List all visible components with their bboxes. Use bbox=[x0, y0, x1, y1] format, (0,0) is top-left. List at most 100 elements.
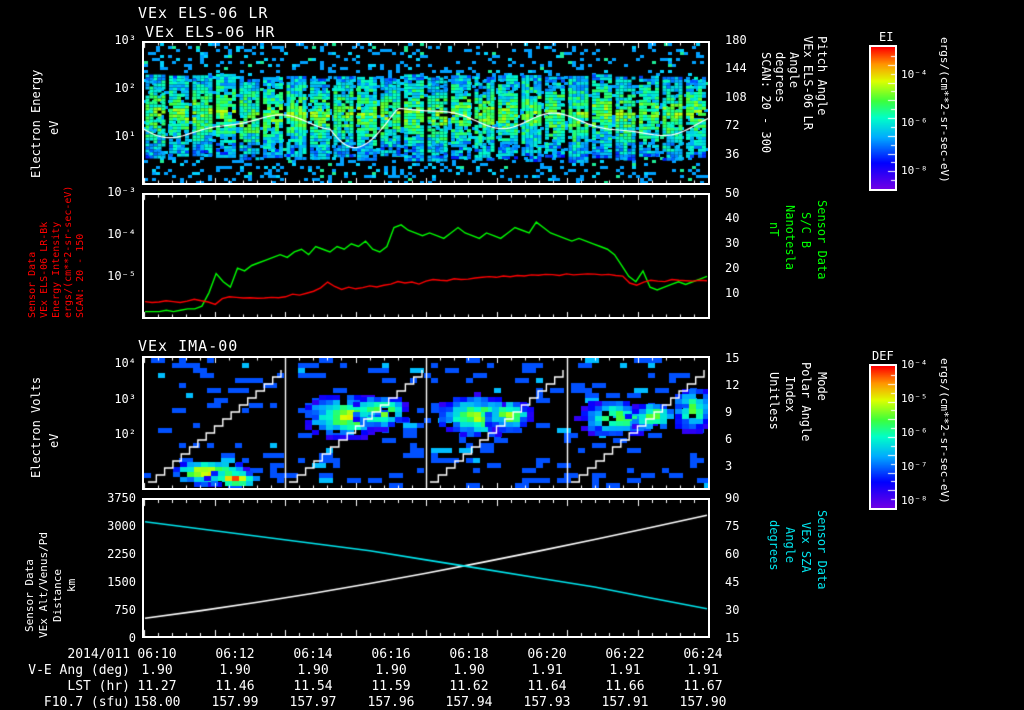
bottom-ve-ang-5: 1.91 bbox=[531, 663, 563, 678]
panel1-rytick-1: 144 bbox=[725, 61, 747, 75]
panel4-right-axis-label-2: Angle bbox=[783, 527, 797, 564]
bottom-f107-3: 157.96 bbox=[367, 695, 415, 710]
panel4-left-axis-label-1: VEx Alt/Venus/Pd bbox=[37, 532, 50, 638]
electron-energy-spectrogram[interactable] bbox=[144, 43, 708, 183]
colorbar2-title: DEF bbox=[872, 349, 894, 363]
panel4-ytick-5: 0 bbox=[128, 631, 136, 645]
colorbar1-tick-1: 10⁻⁶ bbox=[901, 116, 928, 129]
panel3-plot-frame[interactable] bbox=[142, 356, 710, 490]
panel4-left-axis-label-0: Sensor Data bbox=[23, 559, 36, 632]
bottom-row-label-0: 2014/011 bbox=[67, 647, 130, 662]
panel4-rytick-3: 45 bbox=[725, 575, 740, 589]
panel2-rytick-1: 40 bbox=[725, 211, 740, 225]
panel4-right-axis-label-3: degrees bbox=[767, 520, 781, 571]
bottom-ve-ang-7: 1.91 bbox=[687, 663, 719, 678]
panel4-rytick-4: 30 bbox=[725, 603, 740, 617]
colorbar2-tick-1: 10⁻⁵ bbox=[901, 392, 928, 405]
colorbar1-title: EI bbox=[879, 30, 894, 44]
bottom-ve-ang-1: 1.90 bbox=[219, 663, 251, 678]
colorbar2-tick-4: 10⁻⁸ bbox=[901, 494, 928, 507]
panel2-right-axis-label-1: S/C B bbox=[799, 212, 813, 249]
panel2-ytick-2: 10⁻⁵ bbox=[107, 269, 136, 283]
bottom-lst-5: 11.64 bbox=[527, 679, 567, 694]
altitude-and-sza[interactable] bbox=[144, 500, 708, 636]
bottom-row-label-2: LST (hr) bbox=[67, 679, 130, 694]
panel4-plot-frame[interactable] bbox=[142, 498, 710, 638]
colorbar2-tick-0: 10⁻⁴ bbox=[901, 358, 928, 371]
panel4-ytick-0: 3750 bbox=[107, 491, 136, 505]
colorbar1-tick-0: 10⁻⁴ bbox=[901, 68, 928, 81]
bottom-time-3: 06:16 bbox=[371, 647, 411, 662]
bottom-f107-0: 158.00 bbox=[133, 695, 181, 710]
panel1-ytick-1: 10² bbox=[114, 81, 136, 95]
bottom-lst-6: 11.66 bbox=[605, 679, 645, 694]
bottom-time-7: 06:24 bbox=[683, 647, 723, 662]
panel2-right-axis-label-3: nT bbox=[767, 222, 781, 237]
panel4-left-axis-label-3: km bbox=[65, 578, 78, 592]
bottom-f107-5: 157.93 bbox=[523, 695, 571, 710]
panel3-rytick-4: 3 bbox=[725, 459, 733, 473]
panel3-left-axis-label-1: eV bbox=[47, 433, 61, 448]
panel2-plot-frame[interactable] bbox=[142, 193, 710, 319]
panel4-left-axis-label-2: Distance bbox=[51, 569, 64, 622]
bottom-f107-1: 157.99 bbox=[211, 695, 259, 710]
panel1-left-axis-label-1: eV bbox=[47, 120, 61, 135]
panel3-rytick-3: 6 bbox=[725, 432, 733, 446]
panel1-right-axis-label-1: VEx ELS-06 LR bbox=[801, 36, 815, 130]
colorbar2-tick-2: 10⁻⁶ bbox=[901, 426, 928, 439]
panel3-right-axis-label-0: Mode bbox=[815, 372, 829, 401]
colorbar2-tick-3: 10⁻⁷ bbox=[901, 460, 928, 473]
colorbar1-tick-2: 10⁻⁸ bbox=[901, 164, 928, 177]
bottom-time-1: 06:12 bbox=[215, 647, 255, 662]
panel2-left-axis-label-3: ergs/(cm**2-sr-sec-eV) bbox=[63, 185, 74, 318]
panel2-rytick-4: 10 bbox=[725, 286, 740, 300]
bottom-ve-ang-3: 1.90 bbox=[375, 663, 407, 678]
panel1-plot-frame[interactable] bbox=[142, 41, 710, 185]
bottom-time-2: 06:14 bbox=[293, 647, 333, 662]
panel1-left-axis-label-0: Electron Energy bbox=[29, 69, 43, 178]
panel3-right-axis-label-2: Index bbox=[783, 376, 797, 413]
panel4-rytick-2: 60 bbox=[725, 547, 740, 561]
bottom-ve-ang-4: 1.90 bbox=[453, 663, 485, 678]
panel1-right-axis-label-0: Pitch Angle bbox=[815, 36, 829, 116]
panel1-right-axis-label-4: SCAN: 20 - 300 bbox=[759, 52, 773, 154]
colorbar1-gradient bbox=[869, 45, 897, 191]
panel2-rytick-3: 20 bbox=[725, 261, 740, 275]
bottom-f107-7: 157.90 bbox=[679, 695, 727, 710]
panel2-left-axis-label-2: Energy Intensity bbox=[51, 221, 62, 318]
panel4-right-axis-label-1: VEx SZA bbox=[799, 522, 813, 573]
panel4-rytick-0: 90 bbox=[725, 491, 740, 505]
panel4-right-axis-label-0: Sensor Data bbox=[815, 510, 829, 590]
colorbar1-units: ergs/(cm**2-sr-sec-eV) bbox=[938, 37, 951, 183]
panel3-ytick-2: 10² bbox=[114, 427, 136, 441]
bottom-lst-3: 11.59 bbox=[371, 679, 411, 694]
panel2-ytick-1: 10⁻⁴ bbox=[107, 227, 136, 241]
ion-energy-spectrogram[interactable] bbox=[144, 358, 708, 488]
panel2-right-axis-label-2: Nanotesla bbox=[783, 205, 797, 271]
bottom-lst-2: 11.54 bbox=[293, 679, 333, 694]
panel3-rytick-2: 9 bbox=[725, 405, 733, 419]
bottom-time-0: 06:10 bbox=[137, 647, 177, 662]
panel4-ytick-1: 3000 bbox=[107, 519, 136, 533]
bottom-lst-7: 11.67 bbox=[683, 679, 723, 694]
panel4-rytick-5: 15 bbox=[725, 631, 740, 645]
panel3-right-axis-label-3: Unitless bbox=[767, 372, 781, 430]
bottom-ve-ang-6: 1.91 bbox=[609, 663, 641, 678]
panel1-title-hr: VEx ELS-06 HR bbox=[145, 23, 276, 41]
panel3-ytick-1: 10³ bbox=[114, 392, 136, 406]
panel2-rytick-2: 30 bbox=[725, 236, 740, 250]
panel2-left-axis-label-1: VEx ELS-06 LR-Bk bbox=[39, 221, 50, 318]
panel1-rytick-4: 36 bbox=[725, 147, 740, 161]
bottom-lst-4: 11.62 bbox=[449, 679, 489, 694]
panel4-ytick-3: 1500 bbox=[107, 575, 136, 589]
panel3-title: VEx IMA-00 bbox=[138, 337, 239, 355]
energy-intensity-and-magnetic-field[interactable] bbox=[144, 195, 708, 317]
panel3-rytick-0: 15 bbox=[725, 351, 740, 365]
panel3-ytick-0: 10⁴ bbox=[114, 356, 136, 370]
bottom-row-label-1: V-E Ang (deg) bbox=[28, 663, 130, 678]
panel3-rytick-1: 12 bbox=[725, 378, 740, 392]
panel1-ytick-2: 10¹ bbox=[114, 129, 136, 143]
panel1-title-lr: VEx ELS-06 LR bbox=[138, 4, 269, 22]
panel4-rytick-1: 75 bbox=[725, 519, 740, 533]
panel3-left-axis-label-0: Electron Volts bbox=[29, 376, 43, 478]
